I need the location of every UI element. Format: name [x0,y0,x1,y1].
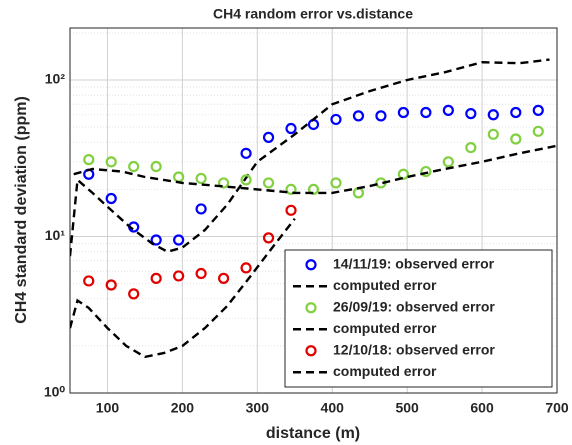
x-tick-label: 500 [395,400,419,416]
data-point [285,122,297,135]
data-point [217,177,230,189]
x-axis-label: distance (m) [266,425,360,442]
x-tick-label: 200 [171,400,195,416]
data-point [262,131,275,143]
data-point [397,106,410,119]
data-point [128,160,140,173]
legend-marker [305,259,317,271]
x-tick-label: 300 [246,400,270,416]
data-point [420,165,432,178]
x-tick-label: 100 [96,400,120,416]
y-tick-label: 10² [45,71,66,87]
legend-label: computed error [333,320,437,336]
data-point [285,183,297,196]
data-point [105,192,117,205]
data-point [173,270,185,282]
data-point [510,106,522,119]
y-axis-label: CH4 standard deviation (ppm) [13,96,30,324]
legend-label: 26/09/19: observed error [333,298,495,314]
data-point [150,234,162,246]
y-tick-label: 10⁰ [44,384,66,400]
data-point [262,232,275,244]
data-point [465,108,477,120]
data-point [128,288,140,300]
data-point [105,156,117,168]
data-point [195,172,207,185]
data-point [375,110,387,122]
data-point [262,177,275,189]
data-point [285,204,297,216]
data-point [442,104,454,116]
data-point [330,177,342,189]
data-point [420,106,432,119]
chart-title: CH4 random error vs.distance [213,6,413,22]
data-point [105,279,117,291]
data-point [83,154,95,166]
data-point [240,174,252,186]
data-line [70,217,296,359]
data-line [73,144,557,195]
legend-marker [305,345,317,357]
data-point [510,133,522,145]
data-point [442,156,454,168]
data-point [487,109,499,121]
legend-label: 14/11/19: observed error [333,255,495,271]
data-point [307,183,320,196]
series-group [70,58,557,359]
data-point [195,267,207,280]
data-point [330,113,342,126]
data-point [83,275,95,287]
legend-box [284,249,553,388]
x-tick-label: 600 [470,400,494,416]
legend-label: computed error [333,363,437,379]
data-point [217,272,230,284]
data-point [397,168,410,180]
data-point [487,128,499,140]
data-point [150,160,162,173]
legend-label: 12/10/18: observed error [333,341,495,357]
x-tick-label: 400 [321,400,345,416]
y-tick-label: 10¹ [45,227,66,243]
data-point [532,104,544,116]
legend-label: computed error [333,277,437,293]
data-line [70,58,550,257]
data-point [195,203,207,215]
data-point [240,147,252,159]
x-tick-label: 700 [545,400,569,416]
data-point [240,262,252,274]
data-point [173,234,185,246]
data-point [465,141,477,154]
plot-area [70,58,557,359]
plot-frame [69,27,558,394]
data-point [532,125,544,137]
data-point [352,110,365,122]
data-point [150,272,162,284]
legend-marker [305,302,317,314]
